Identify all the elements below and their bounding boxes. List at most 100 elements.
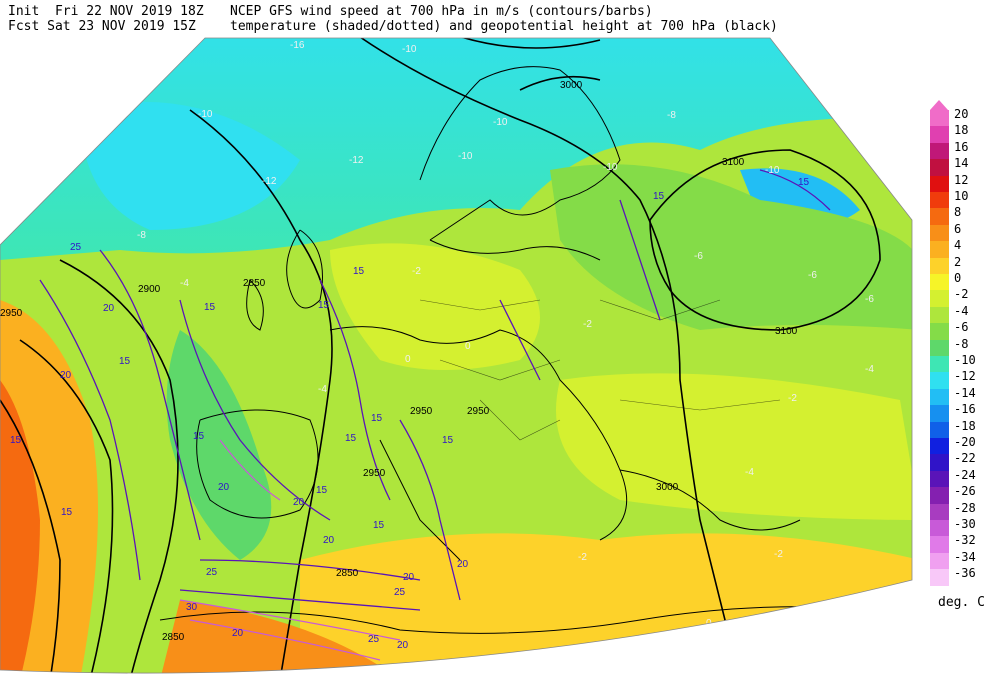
colorbar-swatch [930,503,949,521]
colorbar-label: -4 [954,303,969,318]
svg-text:25: 25 [368,634,380,645]
svg-text:-10: -10 [198,109,213,120]
svg-text:15: 15 [442,435,454,446]
colorbar-swatch [930,552,949,570]
height-contours [0,38,881,674]
svg-text:-16: -16 [290,40,305,51]
svg-text:-8: -8 [137,230,146,241]
colorbar-swatch [930,454,949,472]
colorbar-label: -12 [954,369,976,384]
header-line-2: Fcst Sat 23 NOV 2019 15Z temperature (sha… [8,19,778,34]
colorbar-label: 18 [954,123,969,138]
weather-map: 3000 3100 3100 2950 2900 2850 2950 2950 … [0,37,913,674]
svg-text:-10: -10 [402,44,417,55]
svg-text:15: 15 [798,177,810,188]
colorbar-label: -18 [954,418,976,433]
svg-text:0: 0 [465,341,471,352]
strong-wind-contours [179,439,401,661]
map-frame [0,37,913,674]
svg-text:15: 15 [653,191,665,202]
colorbar-label: 10 [954,189,969,203]
svg-text:-10: -10 [493,117,508,128]
colorbar: 20 18 16 14 12 10 8 6 4 2 0 -2 -4 -6 -8 -10 -12 -14 -16 -18… [930,100,990,587]
colorbar-label: -10 [954,353,976,367]
colorbar-label: 14 [954,156,969,171]
colorbar-swatch [930,175,949,193]
colorbar-label: -22 [954,451,976,466]
colorbar-swatch [930,470,949,488]
svg-text:15: 15 [193,431,205,442]
svg-text:15: 15 [318,300,330,311]
svg-text:20: 20 [293,497,305,508]
svg-text:25: 25 [206,567,218,578]
coastlines [159,66,881,634]
svg-text:15: 15 [10,435,22,446]
svg-text:15: 15 [353,266,365,277]
svg-text:20: 20 [323,535,335,546]
colorbar-label: -28 [954,500,976,515]
colorbar-swatch [930,241,949,259]
svg-text:2850: 2850 [162,632,185,643]
region-balkans [556,373,912,520]
colorbar-top-arrow [930,100,948,110]
svg-text:20: 20 [60,370,72,381]
colorbar-swatch [930,388,949,406]
colorbar-label: 12 [954,172,969,187]
product-title: NCEP GFS wind speed at 700 hPa in m/s (c… [230,4,653,19]
colorbar-swatch [930,224,949,242]
colorbar-swatch [930,290,949,308]
svg-text:3100: 3100 [722,157,745,168]
colorbar-label: 8 [954,205,962,220]
svg-text:-2: -2 [412,266,421,277]
warm-region-south [300,533,912,674]
svg-text:-6: -6 [808,270,817,281]
colorbar-label: 2 [954,254,962,269]
colorbar-swatch [930,323,949,341]
colorbar-swatch [930,487,949,505]
svg-text:3000: 3000 [560,80,583,91]
svg-text:2850: 2850 [243,278,266,289]
colorbar-swatch [930,356,949,373]
svg-text:2950: 2950 [467,406,490,417]
contour-labels: 3000 3100 3100 2950 2900 2850 2950 2950 … [0,80,798,643]
svg-text:-10: -10 [603,162,618,173]
svg-text:-12: -12 [262,176,277,187]
colorbar-label: -2 [954,287,969,302]
svg-text:3000: 3000 [656,482,679,493]
colorbar-swatch [930,438,949,455]
cold-tongue-iberia [166,330,272,560]
colorbar-label: 20 [954,107,969,121]
svg-text:30: 30 [186,602,198,613]
svg-text:15: 15 [119,356,131,367]
svg-text:-12: -12 [349,155,364,166]
svg-text:-2: -2 [788,393,797,404]
svg-text:-4: -4 [745,467,754,478]
svg-text:15: 15 [316,485,328,496]
svg-text:0: 0 [405,354,411,365]
svg-text:-6: -6 [694,251,703,262]
svg-text:-4: -4 [318,384,327,395]
colorbar-label: -34 [954,549,976,564]
svg-text:-4: -4 [865,364,874,375]
cold-core-atlantic [80,101,300,231]
colorbar-swatch [930,126,949,144]
colorbar-label: 6 [954,221,962,236]
colorbar-label: -32 [954,533,976,548]
svg-text:25: 25 [70,242,82,253]
colorbar-label: -20 [954,435,976,449]
forecast-time: Fcst Sat 23 NOV 2019 15Z [8,19,196,34]
temperature-labels: -16 -10 -10 -12 -10 -8 -12 -10 -10 -10 -8 -6 -6 -… [137,40,874,629]
svg-text:3100: 3100 [775,326,798,337]
svg-text:2900: 2900 [138,284,161,295]
colorbar-units: deg. C [938,595,985,610]
colorbar-label: -30 [954,517,976,531]
colorbar-label: -14 [954,385,976,400]
svg-text:-10: -10 [765,165,780,176]
warm-region-central [330,243,540,370]
colorbar-label: 16 [954,139,969,154]
wind-contours [39,169,831,611]
svg-text:-8: -8 [667,110,676,121]
product-subtitle: temperature (shaded/dotted) and geopoten… [230,19,778,34]
svg-text:15: 15 [345,433,357,444]
